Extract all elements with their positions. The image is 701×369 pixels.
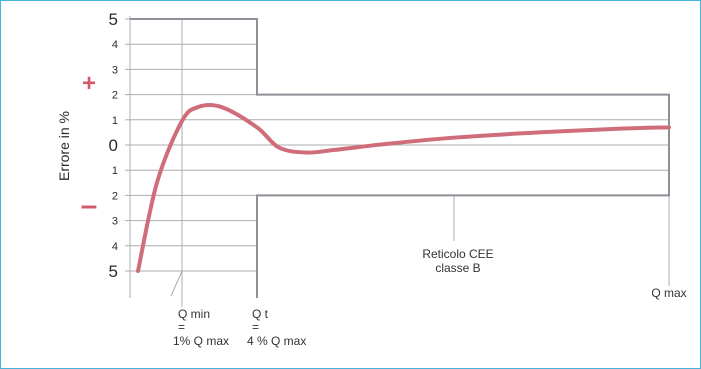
- error-curve-0: [136, 102, 671, 273]
- curve-layer: [136, 102, 671, 273]
- qmin-label-line-3: 1% Q max: [173, 334, 229, 348]
- y-tick-label-9: 4: [112, 241, 118, 253]
- y-tick-label-2: 3: [112, 64, 118, 76]
- qt-label-line-3: 4 % Q max: [247, 334, 306, 348]
- qt-label: Q t = 4 % Q max: [247, 307, 306, 348]
- y-tick-label-5: 0: [109, 136, 118, 155]
- envelope-label-line-2: classe B: [435, 261, 480, 275]
- envelope-outline: [130, 18, 670, 298]
- qmax-label: Q max: [651, 286, 686, 300]
- y-tick-label-1: 4: [112, 39, 118, 51]
- y-tick-labels: 5 4 3 2 1 0 1 2 3 4 5: [109, 10, 118, 281]
- grid-layer: [125, 16, 670, 307]
- y-tick-label-4: 1: [112, 115, 118, 127]
- qt-label-line-1: Q t: [252, 307, 269, 321]
- y-tick-label-6: 1: [112, 165, 118, 177]
- plus-sign: +: [82, 70, 96, 97]
- y-tick-label-7: 2: [112, 190, 118, 202]
- envelope-label: Reticolo CEE classe B: [422, 247, 493, 275]
- envelope-label-line-1: Reticolo CEE: [422, 247, 493, 261]
- qmin-label-line-1: Q min: [178, 307, 210, 321]
- qt-label-line-2: =: [252, 320, 259, 334]
- minus-sign: –: [81, 189, 98, 222]
- qmin-label: Q min = 1% Q max: [173, 307, 229, 348]
- qmin-label-line-2: =: [178, 320, 185, 334]
- y-tick-label-10: 5: [109, 262, 118, 281]
- envelope-layer: [130, 18, 670, 298]
- y-axis-label: Errore in %: [56, 111, 72, 181]
- y-tick-label-0: 5: [109, 10, 118, 29]
- qmin-marker: [170, 270, 257, 297]
- y-tick-label-3: 2: [112, 90, 118, 102]
- y-tick-label-8: 3: [112, 216, 118, 228]
